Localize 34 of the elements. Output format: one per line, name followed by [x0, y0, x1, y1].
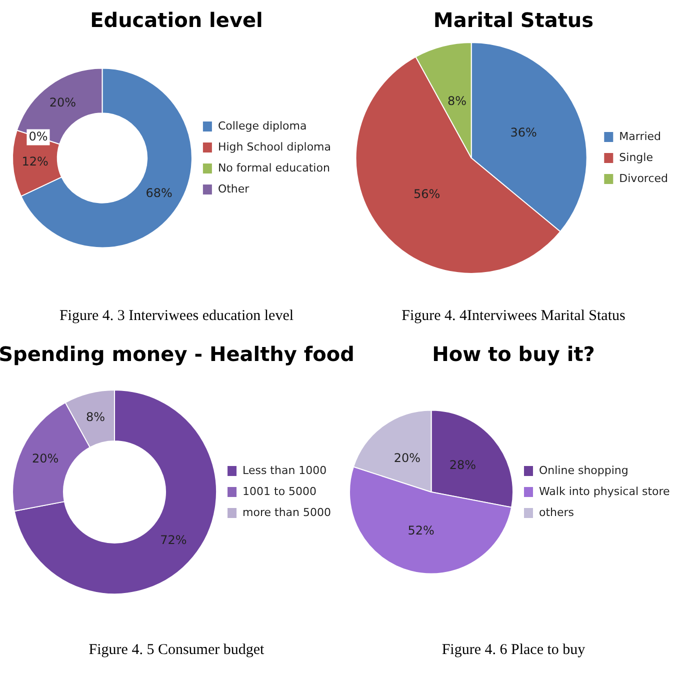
legend-label: Other	[218, 182, 250, 196]
caption: Figure 4. 3 Interviwees education level	[59, 308, 294, 325]
data-label: 68%	[146, 186, 172, 200]
data-label: 52%	[408, 524, 434, 538]
legend-label: Online shopping	[539, 464, 628, 477]
legend-label: Married	[619, 130, 662, 143]
data-label: 8%	[86, 410, 106, 424]
data-label: 20%	[32, 452, 59, 466]
chart-title: Marital Status	[433, 8, 594, 34]
data-label: 8%	[447, 94, 466, 108]
legend-label: Divorced	[619, 172, 668, 185]
legend-label: others	[539, 506, 574, 519]
legend-label: Less than 1000	[242, 464, 327, 477]
caption: Figure 4. 4Interviwees Marital Status	[402, 308, 626, 325]
data-label: 12%	[22, 154, 48, 168]
text: 0%	[28, 129, 48, 144]
data-label: 20%	[394, 451, 421, 466]
caption: Figure 4. 6 Place to buy	[442, 642, 586, 659]
legend-label: Walk into physical store	[539, 484, 670, 498]
caption: Figure 4. 5 Consumer budget	[88, 642, 264, 659]
legend-label: more than 5000	[242, 506, 332, 519]
data-label: 28%	[449, 458, 476, 472]
legend-label: 1001 to 5000	[242, 484, 317, 498]
data-label: 72%	[160, 532, 187, 547]
data-label: 20%	[49, 96, 76, 110]
legend-label: College diploma	[218, 119, 307, 132]
chart-title: How to buy it?	[432, 342, 595, 368]
legend-label: No formal education	[218, 161, 330, 174]
legend-label: High School diploma	[218, 140, 332, 154]
legend-label: Single	[619, 150, 654, 164]
chart-title: Education level	[90, 8, 263, 34]
chart-title: Spending money - Healthy food	[0, 342, 354, 368]
data-label: 56%	[413, 186, 440, 201]
data-label: 36%	[510, 126, 537, 140]
